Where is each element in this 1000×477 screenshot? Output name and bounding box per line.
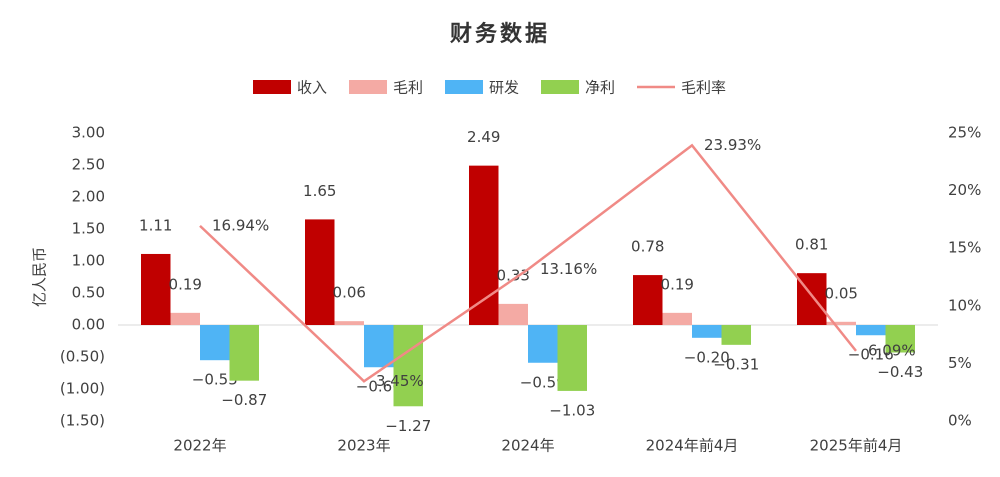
data-label: −0.55 — [192, 371, 238, 389]
y-tick-label: 2.50 — [72, 156, 105, 174]
y2-tick-label: 20% — [948, 181, 981, 199]
bar — [721, 325, 751, 345]
line-label: 16.94% — [212, 216, 269, 234]
x-tick-label: 2025年前4月 — [810, 437, 903, 455]
legend-label: 研发 — [489, 79, 519, 97]
y-tick-label: (1.50) — [60, 412, 105, 430]
bar — [141, 253, 171, 325]
y-tick-label: 0.00 — [72, 316, 105, 334]
data-label: 0.05 — [825, 284, 858, 302]
data-label: 0.19 — [661, 275, 694, 293]
bar — [364, 325, 394, 368]
data-label: −1.27 — [385, 417, 431, 435]
y-tick-label: 1.00 — [72, 252, 105, 270]
line-series — [199, 143, 857, 383]
bar — [469, 165, 499, 325]
bar — [498, 303, 528, 325]
line-label: 23.93% — [704, 136, 761, 154]
bar — [856, 325, 886, 336]
data-label: −0.43 — [877, 363, 923, 381]
line-label: 6.09% — [868, 341, 916, 359]
y-tick-label: 2.00 — [72, 188, 105, 206]
y-tick-label: (1.00) — [60, 380, 105, 398]
y2-tick-label: 25% — [948, 124, 981, 142]
data-label: 0.78 — [631, 238, 664, 256]
y2-tick-label: 5% — [948, 354, 972, 372]
legend-swatch — [445, 80, 483, 94]
bar — [393, 325, 423, 407]
legend-label: 净利 — [585, 79, 615, 97]
bar — [557, 325, 587, 391]
data-label: −0.16 — [848, 346, 894, 364]
y-tick-label: (0.50) — [60, 348, 105, 366]
legend-swatch — [253, 80, 291, 94]
data-label: −0.20 — [684, 348, 730, 366]
data-label: 0.81 — [795, 236, 828, 254]
bar — [200, 325, 230, 361]
data-label: 0.33 — [497, 266, 530, 284]
legend-swatch — [349, 80, 387, 94]
y-tick-label: 1.50 — [72, 220, 105, 238]
line-label: 3.45% — [376, 372, 424, 390]
data-label: −0.59 — [520, 373, 566, 391]
data-label: −1.03 — [549, 401, 595, 419]
data-label: 0.19 — [169, 275, 202, 293]
y2-tick-label: 15% — [948, 239, 981, 257]
chart-title: 财务数据 — [450, 21, 550, 47]
line-label: 13.16% — [540, 260, 597, 278]
y2-tick-label: 10% — [948, 296, 981, 314]
bar — [229, 325, 259, 381]
data-label: 1.11 — [139, 216, 172, 234]
data-label: 1.65 — [303, 182, 336, 200]
data-label: 2.49 — [467, 128, 500, 146]
y-axis-label: 亿人民币 — [31, 247, 49, 307]
bar — [633, 275, 663, 325]
data-label: −0.66 — [356, 378, 402, 396]
legend-swatch — [541, 80, 579, 94]
x-tick-label: 2024年前4月 — [646, 437, 739, 455]
bar — [334, 321, 364, 325]
x-tick-label: 2022年 — [173, 437, 226, 455]
y2-tick-label: 0% — [948, 412, 972, 430]
x-tick-label: 2023年 — [337, 437, 390, 455]
y-tick-label: 0.50 — [72, 284, 105, 302]
legend-label: 收入 — [297, 79, 327, 97]
data-label: −0.87 — [221, 391, 267, 409]
y-tick-label: 3.00 — [72, 124, 105, 142]
legend-label: 毛利 — [393, 79, 423, 97]
bar — [662, 312, 692, 325]
x-tick-label: 2024年 — [501, 437, 554, 455]
bar — [170, 312, 200, 325]
bar — [692, 325, 722, 338]
bar — [826, 321, 856, 325]
bar — [305, 219, 335, 325]
bar — [528, 325, 558, 363]
legend-label: 毛利率 — [681, 79, 726, 97]
data-label: 0.06 — [333, 284, 366, 302]
bar — [885, 325, 915, 353]
data-label: −0.31 — [713, 355, 759, 373]
